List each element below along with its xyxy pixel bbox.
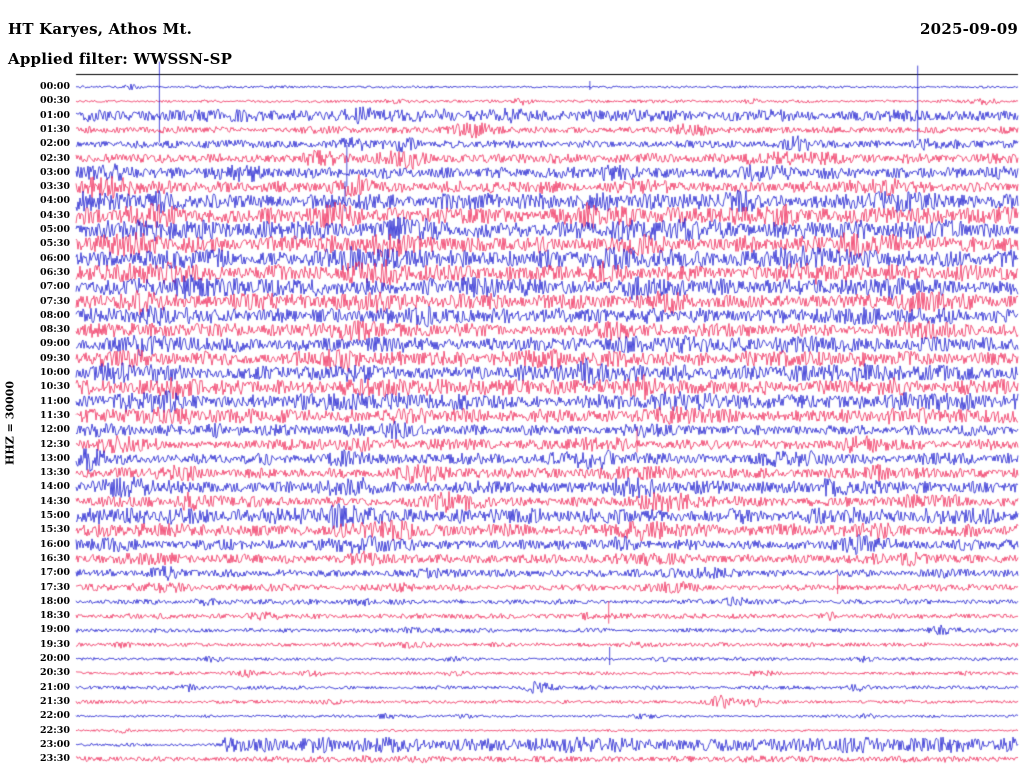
time-label: 16:00 <box>40 538 70 550</box>
time-label: 03:00 <box>40 166 70 178</box>
time-label: 22:30 <box>40 724 70 736</box>
time-label: 00:30 <box>40 95 70 107</box>
time-label: 14:30 <box>40 495 70 507</box>
time-label: 05:00 <box>40 224 70 235</box>
time-label: 07:30 <box>40 295 70 307</box>
date-label: 2025-09-09 <box>920 20 1018 38</box>
time-label: 06:00 <box>40 252 70 264</box>
time-label: 21:00 <box>40 681 70 693</box>
time-label: 17:30 <box>40 581 70 593</box>
time-label: 08:00 <box>40 309 70 321</box>
time-label: 20:00 <box>40 653 70 664</box>
time-label: 12:30 <box>40 438 70 450</box>
time-label: 16:30 <box>40 552 70 564</box>
filter-label: Applied filter: WWSSN-SP <box>8 50 233 68</box>
time-label: 18:00 <box>40 595 70 607</box>
time-label: 19:00 <box>40 624 70 636</box>
time-label: 19:30 <box>40 638 70 650</box>
time-label: 18:30 <box>40 610 70 622</box>
time-label: 02:30 <box>40 152 70 164</box>
time-label: 10:00 <box>40 367 70 378</box>
time-label: 05:30 <box>40 238 70 250</box>
time-label: 20:30 <box>40 667 70 679</box>
time-label: 09:30 <box>40 352 70 364</box>
time-label: 02:00 <box>40 138 70 150</box>
channel-scale-label: HHZ = 30000 <box>3 381 17 465</box>
time-label: 01:00 <box>40 109 70 121</box>
time-label: 22:00 <box>40 710 70 722</box>
time-label: 23:30 <box>40 753 70 765</box>
time-label: 01:30 <box>40 123 70 135</box>
time-label: 13:30 <box>40 467 70 479</box>
time-label: 21:30 <box>40 695 70 707</box>
time-label: 15:00 <box>40 510 70 521</box>
time-label: 06:30 <box>40 266 70 278</box>
time-label: 14:00 <box>40 481 70 493</box>
time-label: 11:30 <box>40 409 70 421</box>
time-label: 17:00 <box>40 567 70 579</box>
time-label: 23:00 <box>40 738 70 750</box>
time-label: 11:00 <box>40 395 70 407</box>
time-label: 04:30 <box>40 209 70 221</box>
time-label: 12:00 <box>40 424 70 436</box>
station-title: HT Karyes, Athos Mt. <box>8 20 192 38</box>
time-label: 09:00 <box>40 338 70 350</box>
time-label: 03:30 <box>40 181 70 193</box>
time-label: 08:30 <box>40 324 70 336</box>
time-label: 13:00 <box>40 452 70 464</box>
time-label: 00:00 <box>40 81 70 92</box>
time-label: 04:00 <box>40 195 70 207</box>
time-label: 10:30 <box>40 381 70 393</box>
time-label: 15:30 <box>40 524 70 536</box>
time-label: 07:00 <box>40 281 70 293</box>
